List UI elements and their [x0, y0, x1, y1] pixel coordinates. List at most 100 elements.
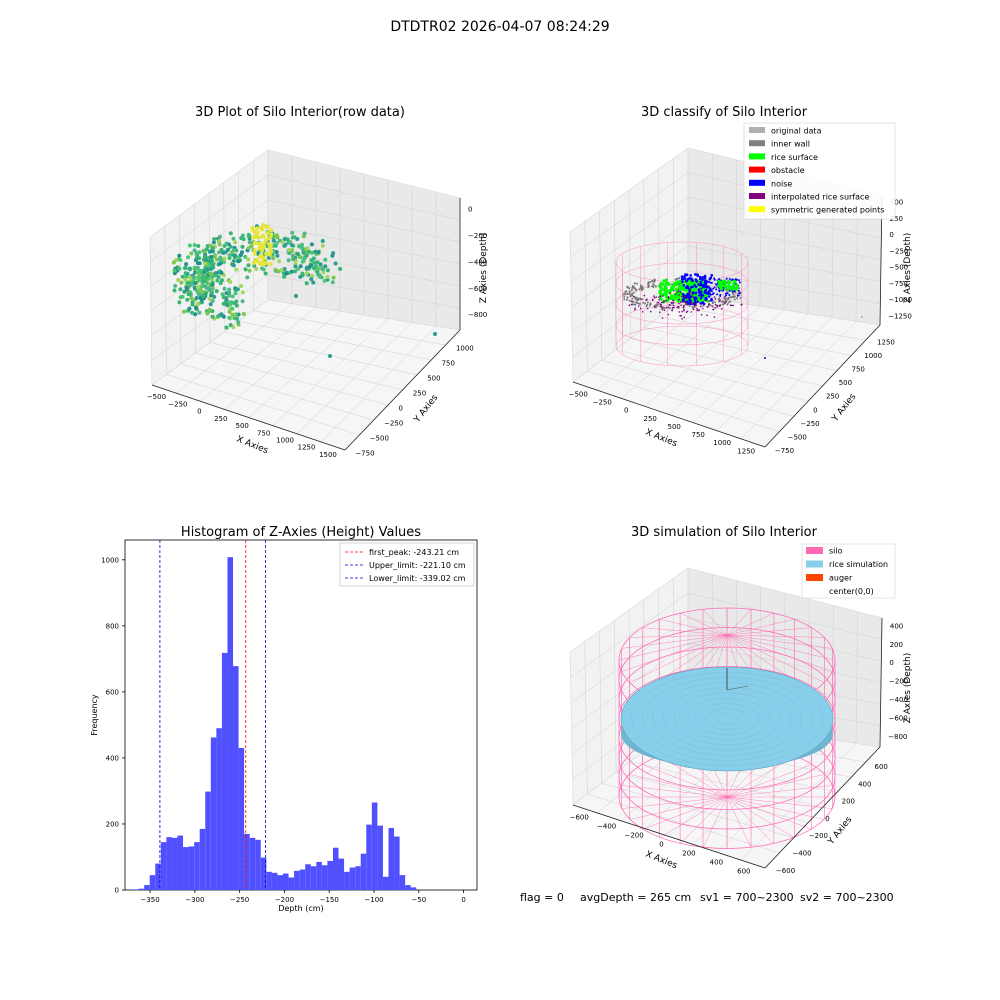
- raw-point: [290, 253, 295, 258]
- histogram-bar: [249, 837, 256, 890]
- legend-swatch: [749, 153, 765, 160]
- classify-plot-gridline: [570, 196, 689, 283]
- classify-plot-gridline: [571, 221, 689, 308]
- raw-point: [214, 289, 219, 294]
- classified-point: [681, 278, 685, 281]
- classified-point: [721, 283, 725, 287]
- classified-point: [694, 285, 698, 289]
- classified-point: [717, 283, 721, 286]
- silo-roof-spoke: [618, 634, 728, 661]
- legend-swatch: [749, 193, 765, 199]
- classified-point: [642, 301, 645, 304]
- raw-plot-z-tick: −800: [468, 311, 487, 319]
- classified-point: [650, 280, 653, 283]
- raw-point: [239, 236, 244, 241]
- y-tick-label: 200: [106, 820, 119, 828]
- raw-point: [320, 239, 325, 243]
- raw-point: [197, 250, 202, 255]
- silo-floor-spoke: [629, 774, 728, 798]
- histogram-bar: [332, 847, 339, 890]
- histogram-bar: [221, 652, 228, 890]
- classified-point: [659, 286, 663, 290]
- histogram-bar: [177, 835, 184, 890]
- classify-plot-x-axis-line: [572, 381, 766, 448]
- classified-point: [711, 293, 714, 296]
- classified-point: [671, 307, 674, 309]
- raw-point: [241, 312, 246, 316]
- classified-point: [737, 289, 740, 292]
- x-tick-label: −200: [275, 896, 294, 904]
- legend-label: rice surface: [771, 153, 818, 162]
- raw-plot-y-tick: 500: [427, 375, 440, 383]
- legend-label: Upper_limit: -221.10 cm: [369, 561, 466, 570]
- raw-plot-x-tick: 250: [214, 415, 227, 423]
- raw-point: [211, 240, 216, 245]
- silo-floor-spoke: [621, 785, 728, 798]
- classified-point: [661, 308, 664, 311]
- raw-point: [180, 274, 185, 279]
- raw-plot-y-tick: 0: [398, 405, 402, 413]
- classified-point: [646, 307, 649, 310]
- legend-swatch: [749, 127, 765, 133]
- classified-point: [626, 293, 629, 295]
- classified-point: [764, 357, 766, 359]
- classified-point: [718, 305, 721, 307]
- raw-plot-gridline: [151, 274, 269, 361]
- silo-roof-spoke: [726, 634, 825, 638]
- raw-point: [325, 275, 330, 279]
- raw-point: [197, 256, 202, 261]
- classify-plot-gridline: [570, 172, 689, 258]
- classified-point: [725, 294, 727, 297]
- raw-point: [172, 271, 177, 276]
- classified-point: [734, 278, 737, 281]
- classified-point: [669, 296, 673, 300]
- classified-point: [711, 305, 714, 308]
- silo-roof-spoke: [642, 627, 728, 636]
- raw-point: [176, 278, 181, 282]
- classified-point: [684, 301, 687, 304]
- simulation-plot-x-axis-line: [572, 804, 766, 869]
- classified-point: [728, 278, 731, 280]
- silo-roof-spoke: [621, 634, 728, 649]
- raw-plot-y-tick: 250: [413, 390, 426, 398]
- raw-point: [201, 294, 206, 299]
- raw-point: [298, 264, 303, 269]
- raw-point: [247, 240, 252, 245]
- classified-point: [715, 288, 718, 291]
- raw-plot-gridline: [267, 274, 461, 309]
- raw-plot-gridline: [150, 174, 269, 262]
- raw-point: [182, 266, 187, 271]
- classified-point: [630, 289, 633, 291]
- histogram-bar: [405, 885, 411, 890]
- raw-point: [196, 244, 201, 248]
- raw-point: [219, 270, 224, 275]
- raw-point: [251, 260, 256, 265]
- histogram-bar: [227, 557, 234, 890]
- classify-plot-gridline: [620, 302, 737, 399]
- classify-plot-points: [615, 241, 863, 367]
- classified-point: [736, 297, 739, 300]
- raw-point: [274, 241, 279, 246]
- status-line: flag = 0 avgDepth = 265 cm sv1 = 700~230…: [520, 891, 894, 904]
- raw-point: [268, 243, 273, 248]
- rice-top: [620, 666, 834, 772]
- classified-point: [686, 277, 690, 281]
- classified-point: [725, 297, 728, 300]
- silo-roof-spoke: [726, 627, 812, 636]
- silo-roof-spoke: [726, 634, 833, 672]
- classified-point: [727, 298, 729, 301]
- classified-point: [691, 295, 694, 298]
- raw-point: [286, 258, 291, 263]
- silo-floor-spoke: [642, 764, 728, 798]
- raw-point: [209, 254, 214, 259]
- raw-point: [300, 246, 305, 251]
- classified-point: [665, 307, 667, 309]
- classified-point: [652, 286, 655, 289]
- histogram-bar: [216, 728, 222, 890]
- simulation-plot-y-tick: −400: [792, 850, 811, 858]
- raw-point: [253, 241, 258, 246]
- classified-point: [672, 299, 674, 302]
- classified-point: [678, 298, 681, 301]
- simulation-plot-zlabel: Z Axies (Depth): [903, 653, 913, 724]
- classified-point: [738, 279, 740, 282]
